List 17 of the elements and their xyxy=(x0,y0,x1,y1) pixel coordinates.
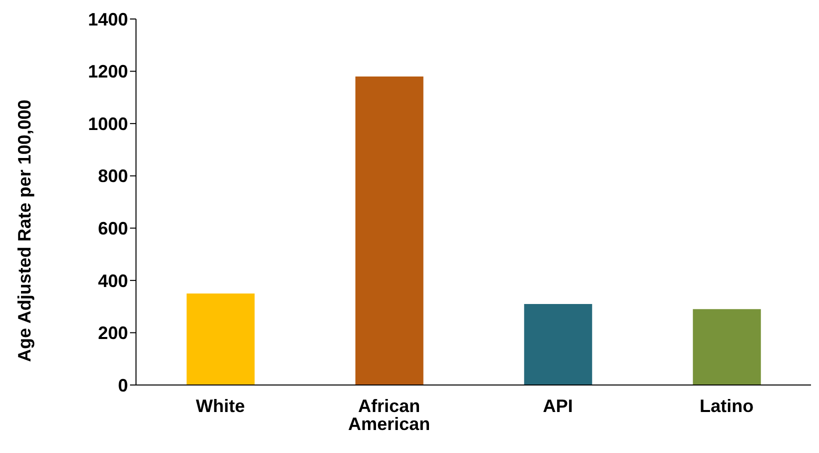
y-tick-label: 1400 xyxy=(88,9,128,30)
y-tick-label: 600 xyxy=(98,218,128,239)
y-axis-title: Age Adjusted Rate per 100,000 xyxy=(14,100,34,362)
y-tick-label: 800 xyxy=(98,166,128,186)
x-tick-label: African American xyxy=(348,396,430,434)
x-tick-label: White xyxy=(196,396,245,416)
x-tick-label: API xyxy=(542,396,573,416)
y-tick-label: 1200 xyxy=(88,62,128,82)
bar xyxy=(186,294,255,385)
bar xyxy=(692,309,761,385)
y-tick-label: 400 xyxy=(98,270,128,291)
x-tick-label: Latino xyxy=(700,396,754,416)
bar xyxy=(355,76,424,385)
y-tick-label: 200 xyxy=(98,323,128,344)
y-tick-label: 0 xyxy=(118,375,128,396)
y-tick-label: 1000 xyxy=(88,114,128,134)
bar xyxy=(524,304,592,385)
